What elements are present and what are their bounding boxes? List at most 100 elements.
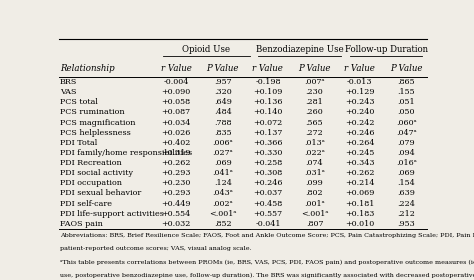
Text: +0.264: +0.264 xyxy=(345,139,374,147)
Text: .224: .224 xyxy=(398,200,415,207)
Text: +0.243: +0.243 xyxy=(345,98,374,106)
Text: +0.037: +0.037 xyxy=(253,190,283,197)
Text: +0.402: +0.402 xyxy=(161,139,191,147)
Text: .069: .069 xyxy=(214,159,232,167)
Text: .047ᵃ: .047ᵃ xyxy=(396,129,417,137)
Text: .155: .155 xyxy=(398,88,415,96)
Text: .094: .094 xyxy=(398,149,415,157)
Text: .060ᵃ: .060ᵃ xyxy=(396,118,417,127)
Text: +0.245: +0.245 xyxy=(345,149,374,157)
Text: .002ᵃ: .002ᵃ xyxy=(212,200,233,207)
Text: +0.319: +0.319 xyxy=(161,149,191,157)
Text: -0.004: -0.004 xyxy=(164,78,189,86)
Text: .957: .957 xyxy=(214,78,231,86)
Text: patient-reported outcome scores; VAS, visual analog scale.: patient-reported outcome scores; VAS, vi… xyxy=(60,246,252,251)
Text: +0.109: +0.109 xyxy=(253,88,283,96)
Text: .852: .852 xyxy=(214,220,231,228)
Text: -0.041: -0.041 xyxy=(255,220,281,228)
Text: +0.034: +0.034 xyxy=(161,118,191,127)
Text: .953: .953 xyxy=(398,220,415,228)
Text: <.001ᵃ: <.001ᵃ xyxy=(209,210,237,218)
Text: +0.090: +0.090 xyxy=(162,88,191,96)
Text: .281: .281 xyxy=(306,98,323,106)
Text: +0.262: +0.262 xyxy=(161,159,191,167)
Text: +0.181: +0.181 xyxy=(345,200,374,207)
Text: +0.183: +0.183 xyxy=(345,210,374,218)
Text: .069: .069 xyxy=(398,169,415,177)
Text: +0.242: +0.242 xyxy=(345,118,374,127)
Text: P Value: P Value xyxy=(298,64,331,73)
Text: +0.458: +0.458 xyxy=(253,200,283,207)
Text: r Value: r Value xyxy=(253,64,283,73)
Text: Benzodiazepine Use: Benzodiazepine Use xyxy=(256,45,344,54)
Text: +0.072: +0.072 xyxy=(253,118,283,127)
Text: +0.293: +0.293 xyxy=(161,190,191,197)
Text: +0.557: +0.557 xyxy=(253,210,283,218)
Text: PDI Recreation: PDI Recreation xyxy=(60,159,122,167)
Text: <.001ᵃ: <.001ᵃ xyxy=(301,210,328,218)
Text: .260: .260 xyxy=(306,108,323,116)
Text: +0.246: +0.246 xyxy=(345,129,374,137)
Text: r Value: r Value xyxy=(344,64,375,73)
Text: +0.449: +0.449 xyxy=(161,200,191,207)
Text: +0.258: +0.258 xyxy=(253,159,283,167)
Text: PDI Total: PDI Total xyxy=(60,139,97,147)
Text: +0.240: +0.240 xyxy=(345,108,374,116)
Text: PDI sexual behavior: PDI sexual behavior xyxy=(60,190,141,197)
Text: Opioid Use: Opioid Use xyxy=(182,45,230,54)
Text: .013ᵃ: .013ᵃ xyxy=(304,139,325,147)
Text: +0.136: +0.136 xyxy=(253,98,283,106)
Text: PDI life-support activities: PDI life-support activities xyxy=(60,210,164,218)
Text: .099: .099 xyxy=(306,179,323,187)
Text: -0.013: -0.013 xyxy=(347,78,373,86)
Text: P Value: P Value xyxy=(207,64,239,73)
Text: +0.308: +0.308 xyxy=(253,169,283,177)
Text: +0.032: +0.032 xyxy=(161,220,191,228)
Text: use, postoperative benzodiazepine use, follow-up duration). The BRS was signific: use, postoperative benzodiazepine use, f… xyxy=(60,273,474,278)
Text: .007ᵃ: .007ᵃ xyxy=(304,78,325,86)
Text: .041ᵃ: .041ᵃ xyxy=(212,169,233,177)
Text: .043ᵃ: .043ᵃ xyxy=(212,190,233,197)
Text: .320: .320 xyxy=(214,88,232,96)
Text: PCS rumination: PCS rumination xyxy=(60,108,125,116)
Text: +0.293: +0.293 xyxy=(161,169,191,177)
Text: .649: .649 xyxy=(214,98,232,106)
Text: PCS total: PCS total xyxy=(60,98,98,106)
Text: .051: .051 xyxy=(398,98,415,106)
Text: +0.058: +0.058 xyxy=(162,98,191,106)
Text: .565: .565 xyxy=(306,118,323,127)
Text: +0.366: +0.366 xyxy=(253,139,283,147)
Text: +0.343: +0.343 xyxy=(345,159,374,167)
Text: +0.069: +0.069 xyxy=(345,190,374,197)
Text: .001ᵃ: .001ᵃ xyxy=(304,200,325,207)
Text: Follow-up Duration: Follow-up Duration xyxy=(345,45,428,54)
Text: +0.554: +0.554 xyxy=(162,210,191,218)
Text: PCS helplessness: PCS helplessness xyxy=(60,129,131,137)
Text: P Value: P Value xyxy=(390,64,423,73)
Text: -0.198: -0.198 xyxy=(255,78,281,86)
Text: +0.330: +0.330 xyxy=(253,149,283,157)
Text: .079: .079 xyxy=(398,139,415,147)
Text: .639: .639 xyxy=(398,190,415,197)
Text: .154: .154 xyxy=(398,179,415,187)
Text: .016ᵃ: .016ᵃ xyxy=(396,159,417,167)
Text: PDI occupation: PDI occupation xyxy=(60,179,122,187)
Text: .230: .230 xyxy=(306,88,323,96)
Text: PDI social activity: PDI social activity xyxy=(60,169,133,177)
Text: PDI family/home responsibilities: PDI family/home responsibilities xyxy=(60,149,192,157)
Text: .865: .865 xyxy=(398,78,415,86)
Text: FAOS pain: FAOS pain xyxy=(60,220,103,228)
Text: .484: .484 xyxy=(214,108,232,116)
Text: .124: .124 xyxy=(214,179,232,187)
Text: .807: .807 xyxy=(306,220,323,228)
Text: +0.230: +0.230 xyxy=(161,179,191,187)
Text: VAS: VAS xyxy=(60,88,76,96)
Text: +0.246: +0.246 xyxy=(253,179,283,187)
Text: +0.262: +0.262 xyxy=(345,169,374,177)
Text: .022ᵃ: .022ᵃ xyxy=(304,149,325,157)
Text: +0.140: +0.140 xyxy=(253,108,283,116)
Text: PDI self-care: PDI self-care xyxy=(60,200,112,207)
Text: .788: .788 xyxy=(214,118,231,127)
Text: .050: .050 xyxy=(398,108,415,116)
Text: .074: .074 xyxy=(306,159,323,167)
